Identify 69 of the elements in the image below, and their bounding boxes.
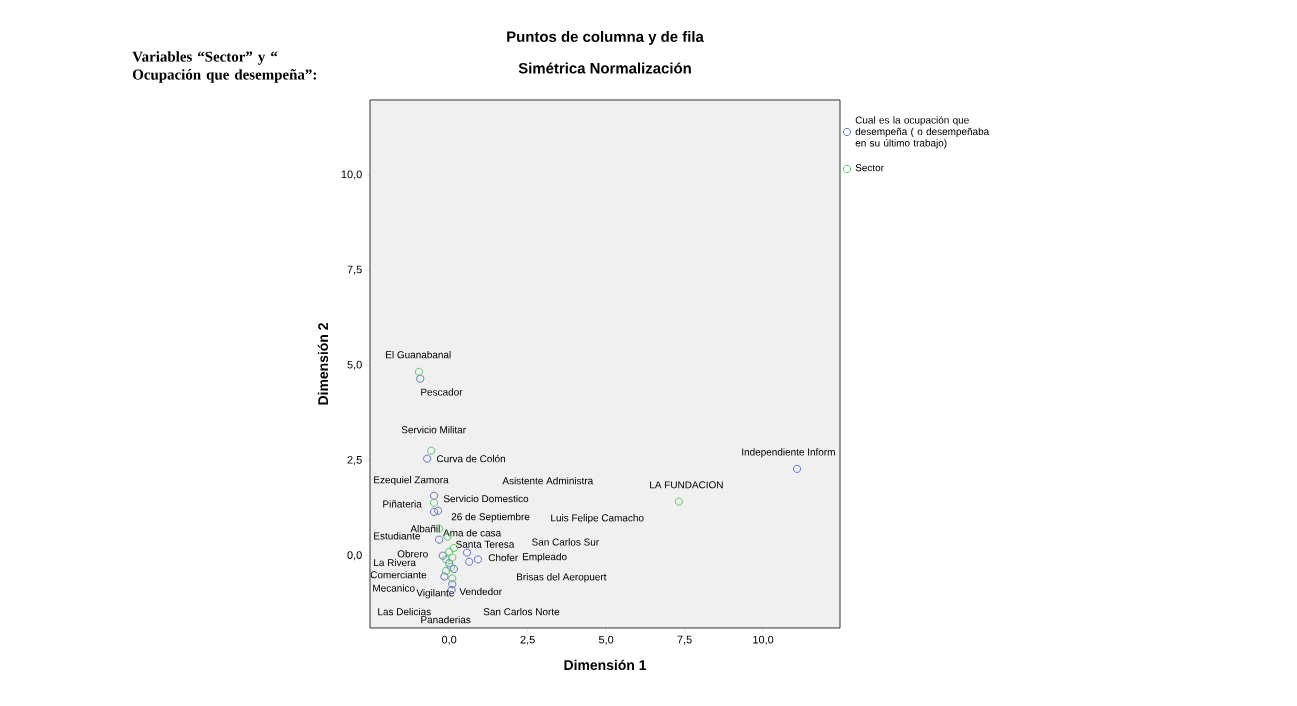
text: Variables “Sector” y “ Ocupación que desempeña”: — [132, 51, 317, 83]
point — [440, 572, 449, 581]
chart-subtitle: Simétrica Normalización — [518, 62, 691, 74]
point — [473, 555, 483, 564]
point — [430, 498, 439, 507]
annotation: San Carlos Sur — [532, 538, 599, 546]
point — [462, 548, 472, 557]
annotation: Asistente Administra — [502, 477, 594, 485]
point — [434, 506, 443, 515]
legend-label: Sector — [855, 164, 884, 172]
y-tick-label: 5,0 — [347, 360, 362, 370]
point — [427, 446, 436, 455]
y-tick-label: 10,0 — [341, 170, 362, 180]
annotation: Servicio Militar — [401, 425, 466, 434]
annotation: Mecanico — [373, 584, 415, 592]
point — [445, 547, 454, 556]
annotation: Independiente Inform — [742, 448, 835, 458]
annotation: Chofer — [488, 553, 518, 562]
point — [445, 559, 454, 568]
chart-title: Puntos de columna y de fila — [507, 31, 704, 45]
annotation: Santa Teresa — [456, 540, 515, 548]
x-tick-label: 10,0 — [753, 635, 774, 645]
annotation: Curva de Colón — [436, 454, 506, 463]
annotation: Brisas del Aeropuert — [517, 573, 607, 583]
annotation: Albañil — [410, 524, 440, 533]
point — [674, 497, 683, 506]
point — [448, 553, 457, 562]
annotation: Ama de casa — [443, 529, 502, 537]
point — [430, 507, 439, 516]
annotation: Panaderias — [421, 615, 471, 624]
annotation: Comerciante — [370, 571, 427, 579]
annotation: Piñateria — [383, 500, 422, 508]
annotation: Empleado — [522, 552, 567, 563]
annotation: Vendedor — [459, 587, 502, 596]
legend-label: Cual es la ocupación que desempeña ( o desempeñaba en su último trabajo) — [855, 116, 990, 149]
x-tick-label: 5,0 — [598, 635, 614, 645]
annotation: Estudiante — [374, 532, 420, 540]
annotation: El Guanabanal — [386, 351, 451, 359]
annotation: Luis Felipe Camacho — [551, 514, 644, 524]
annotation: 26 de Septiembre — [451, 512, 530, 523]
x-axis-title: Dimensión 1 — [564, 659, 647, 671]
annotation: San Carlos Norte — [483, 607, 560, 616]
point — [435, 535, 444, 544]
annotation: LA FUNDACION — [650, 481, 723, 489]
point — [441, 566, 451, 575]
annotation: Vigilante — [416, 589, 454, 599]
point — [414, 367, 424, 376]
point — [448, 580, 457, 589]
point — [416, 374, 425, 383]
point — [423, 454, 432, 463]
x-tick-label: 2,5 — [520, 635, 535, 645]
annotation: Ezequiel Zamora — [374, 476, 449, 486]
annotation: La Rivera — [374, 558, 416, 567]
x-tick-label: 7,5 — [677, 635, 692, 645]
y-tick-label: 2,5 — [347, 455, 362, 466]
y-tick-label: 0,0 — [347, 551, 362, 561]
point — [448, 574, 457, 583]
x-tick-label: 0,0 — [441, 635, 457, 645]
y-tick-label: 7,5 — [347, 265, 362, 275]
point — [792, 464, 802, 473]
y-axis-title: Dimensión 2 — [317, 323, 329, 405]
annotation: Pescador — [421, 388, 463, 396]
annotation: Obrero — [397, 550, 428, 558]
point — [430, 491, 439, 500]
annotation: Servicio Domestico — [443, 494, 529, 503]
point — [438, 551, 447, 560]
point — [465, 557, 474, 566]
annotation: Las Delicias — [378, 607, 431, 616]
point — [441, 555, 451, 564]
